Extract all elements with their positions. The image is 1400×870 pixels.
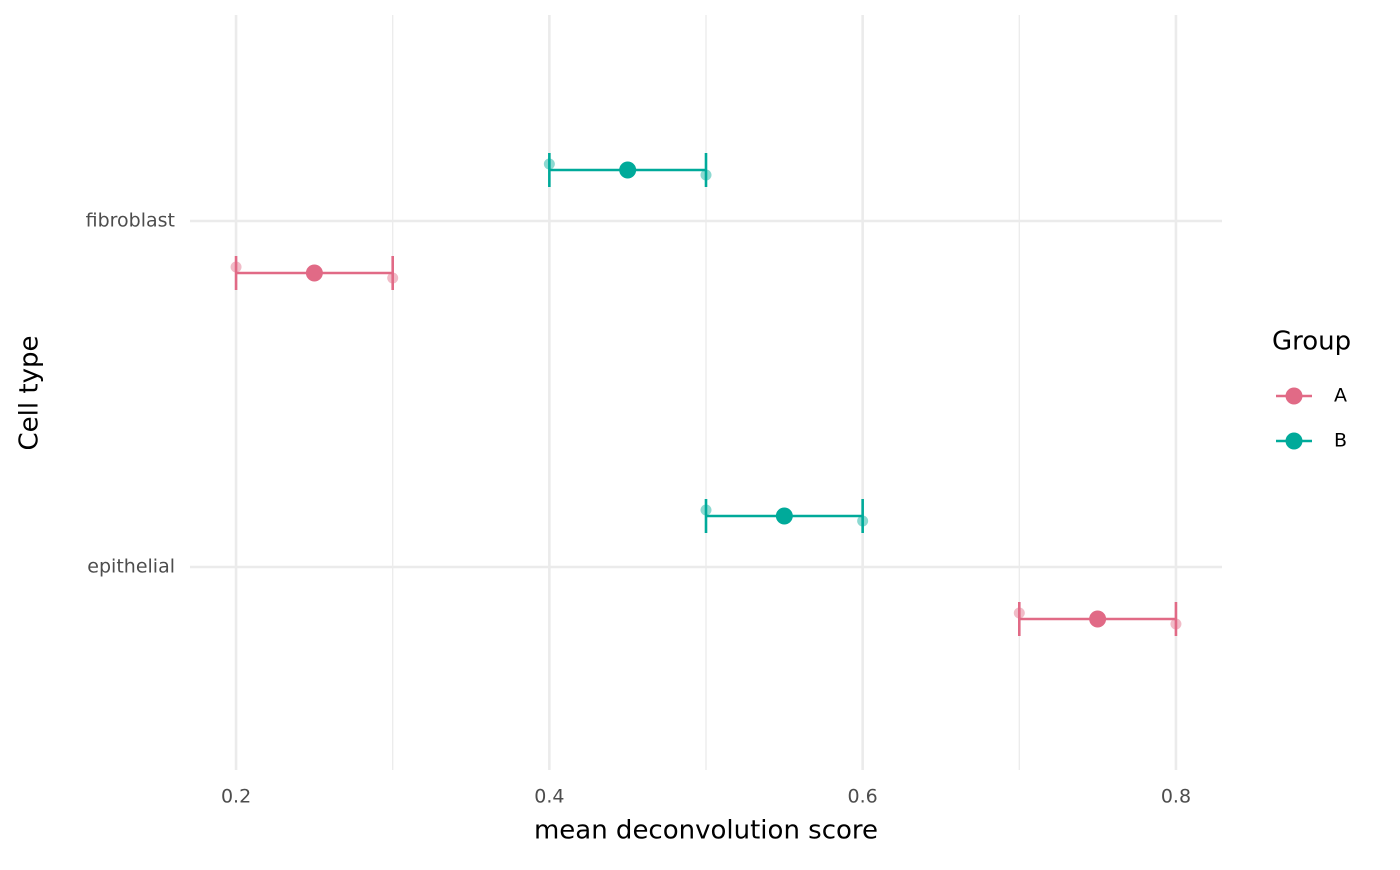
mean-point (619, 161, 637, 179)
x-tick-label: 0.2 (221, 786, 251, 808)
x-tick-label: 0.6 (848, 786, 878, 808)
legend-title: Group (1272, 327, 1351, 357)
legend-key-point (1285, 387, 1303, 405)
x-axis-label: mean deconvolution score (534, 816, 878, 846)
y-tick-label: fibroblast (86, 210, 175, 232)
mean-point (775, 507, 793, 525)
y-tick-label: epithelial (87, 556, 175, 578)
legend-key-point (1285, 432, 1303, 450)
legend-label: A (1334, 385, 1347, 407)
mean-point (305, 264, 323, 282)
x-tick-label: 0.4 (534, 786, 564, 808)
x-tick-label: 0.8 (1161, 786, 1191, 808)
legend-label: B (1334, 430, 1347, 452)
mean-point (1089, 610, 1107, 628)
y-axis-label: Cell type (15, 336, 45, 451)
